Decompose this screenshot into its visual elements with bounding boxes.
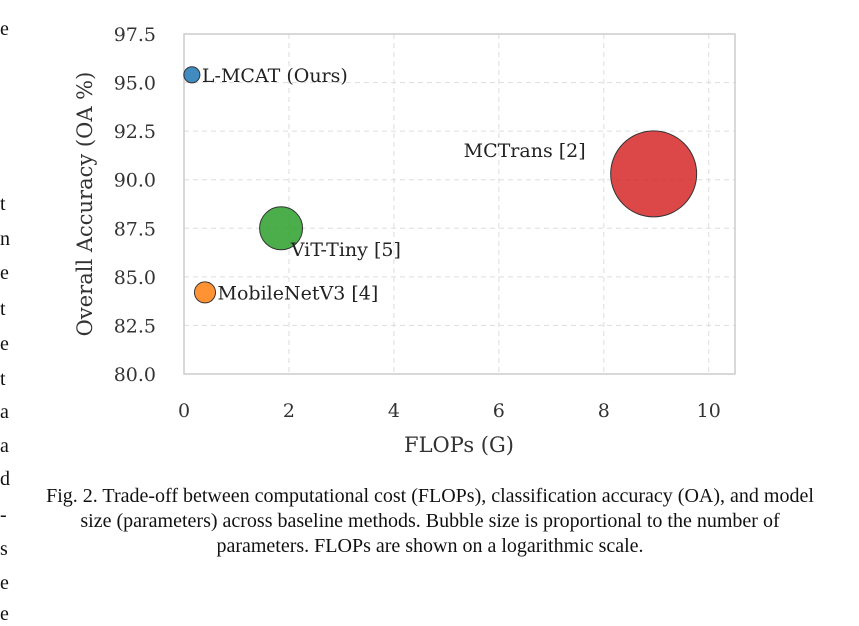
y-tick-label: 82.5: [114, 315, 156, 337]
y-tick-label: 95.0: [114, 73, 156, 95]
margin-fragment: e: [0, 572, 9, 594]
margin-fragment: a: [0, 401, 9, 423]
bubbles: [183, 66, 698, 304]
x-axis-title: FLOPs (G): [404, 433, 514, 457]
bubble-chart: 0 2 4 6 8 10 80.0 82.5 85.0 87.5 90.0 92.5 95.0 97.5…: [73, 24, 736, 457]
margin-fragment: d: [0, 468, 10, 490]
bubble-vit-tiny-5: [259, 206, 304, 251]
margin-fragment: n: [0, 228, 10, 250]
margin-fragment: t: [0, 193, 6, 215]
bubble-label: L-MCAT (Ours): [202, 65, 348, 87]
margin-fragment: t: [0, 368, 6, 390]
margin-fragment: a: [0, 435, 9, 457]
y-tick-label: 85.0: [114, 267, 156, 289]
x-tick-label: 2: [283, 400, 295, 422]
y-tick-label: 80.0: [114, 364, 156, 386]
bubble-mobilenetv3-4: [193, 281, 217, 304]
plot-frame: [183, 33, 736, 375]
margin-fragment: t: [0, 298, 6, 320]
margin-fragment: e: [0, 262, 9, 284]
bubble-labels: L-MCAT (Ours) MobileNetV3 [4] ViT-Tiny [5]…: [202, 65, 586, 305]
margin-fragment: -: [0, 504, 7, 526]
y-tick-label: 92.5: [114, 121, 156, 143]
bubble-label: MobileNetV3 [4]: [218, 282, 379, 304]
margin-fragment: e: [0, 18, 9, 40]
y-tick-label: 90.0: [114, 170, 156, 192]
y-tick-label: 97.5: [114, 24, 156, 46]
x-tick-label: 10: [697, 400, 721, 422]
x-tick-label: 4: [388, 400, 400, 422]
y-axis-title: Overall Accuracy (OA %): [73, 72, 97, 337]
x-tick-label: 0: [178, 400, 190, 422]
margin-fragment: e: [0, 333, 9, 355]
bubble-label: ViT-Tiny [5]: [290, 239, 401, 261]
y-tick-label: 87.5: [114, 218, 156, 240]
y-tick-labels: 80.0 82.5 85.0 87.5 90.0 92.5 95.0 97.5: [114, 24, 156, 386]
x-tick-labels: 0 2 4 6 8 10: [178, 400, 721, 422]
bubble-label: MCTrans [2]: [464, 140, 586, 162]
figure-caption: Fig. 2. Trade-off between computational …: [46, 485, 814, 557]
x-tick-label: 8: [598, 400, 610, 422]
margin-fragment: s: [0, 538, 8, 560]
bubble-l-mcat-ours: [183, 66, 201, 84]
x-tick-label: 6: [493, 400, 505, 422]
margin-fragment: e: [0, 603, 9, 625]
bubble-mctrans-2: [610, 130, 698, 218]
